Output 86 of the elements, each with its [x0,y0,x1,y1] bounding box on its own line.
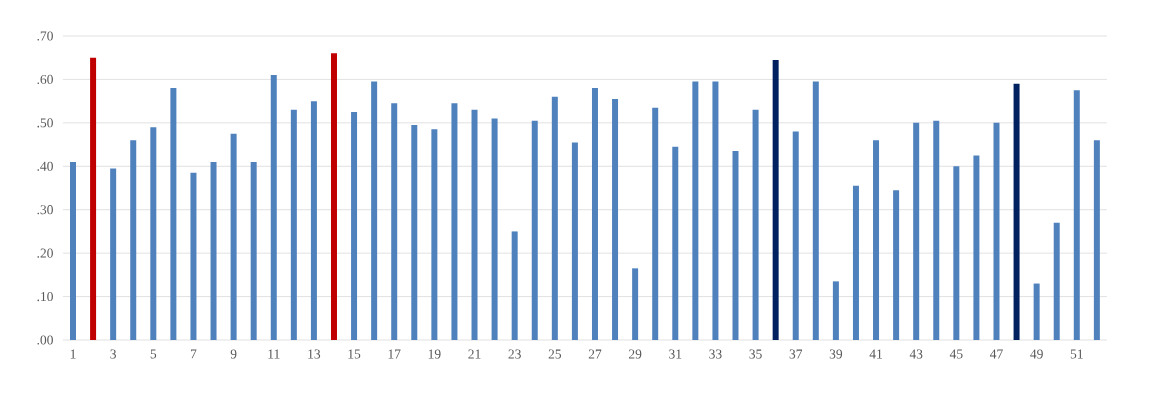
x-tick-label: 21 [468,349,481,359]
bar [250,161,257,340]
bar [591,88,598,340]
bar [913,122,920,340]
bar [330,53,337,340]
bar [752,109,759,340]
bar [612,98,619,340]
x-tick-label: 47 [990,349,1003,359]
bar [692,81,699,340]
x-tick-label: 51 [1070,349,1083,359]
x-tick-label: 15 [348,349,361,359]
bar [1033,283,1040,340]
x-tick-label: 7 [190,349,197,359]
x-tick-label: 9 [230,349,237,359]
bar [772,59,779,340]
x-tick-label: 41 [869,349,882,359]
bar [150,127,157,340]
bar [491,118,498,340]
y-tick-label: .30 [37,205,53,215]
x-tick-label: 23 [508,349,521,359]
x-tick-label: 11 [268,349,280,359]
bar [471,109,478,340]
bar [511,231,518,340]
x-tick-label: 37 [789,349,803,359]
x-tick-label: 1 [70,349,76,359]
x-tick-label: 3 [110,349,116,359]
bar [90,57,97,340]
bar [210,161,217,340]
x-tick-label: 31 [669,349,682,359]
x-tick-label: 17 [388,349,401,359]
x-tick-label: 39 [829,349,843,359]
y-tick-label: .70 [37,31,53,41]
bar [1053,222,1060,340]
bar [411,125,418,340]
x-tick-label: 27 [588,349,602,359]
y-tick-label: .40 [37,161,53,171]
bar [832,281,839,340]
bar [712,81,719,340]
y-tick-label: .00 [37,335,53,345]
bar [732,151,739,340]
bar [852,185,859,340]
x-tick-label: 29 [628,349,642,359]
bar [230,133,237,340]
y-tick-label: .60 [37,74,53,85]
y-tick-label: .20 [37,248,53,258]
x-tick-label: 35 [749,349,762,359]
bar [571,142,578,340]
x-tick-label: 5 [150,349,157,359]
x-tick-label: 49 [1030,349,1043,359]
bar [933,120,940,340]
bar [351,112,358,340]
bar [110,168,117,340]
x-tick-label: 33 [709,349,722,359]
x-tick-label: 25 [548,349,562,359]
bar [1073,90,1080,340]
x-tick-label: 45 [949,349,963,359]
bar [70,161,77,340]
bar [873,140,880,340]
bar [531,120,538,340]
bar [672,146,679,340]
bar [130,140,137,340]
bar [1013,83,1020,340]
x-tick-label: 43 [909,349,923,359]
bar [812,81,819,340]
x-tick-label: 19 [428,349,441,359]
bar [1093,140,1100,340]
bar [652,107,659,340]
bar [973,155,980,340]
bar [290,109,297,340]
bar [431,129,438,340]
bar [632,268,639,340]
bar [190,172,197,340]
bar [993,122,1000,340]
bar [792,131,799,340]
bar [270,75,277,340]
bar [371,81,378,340]
bar [893,190,900,340]
x-tick-label: 13 [308,349,321,359]
bar [551,96,558,340]
bar [391,103,398,340]
bar [170,88,177,340]
y-tick-label: .50 [37,118,53,128]
bar [953,166,960,340]
y-tick-label: .10 [37,291,53,302]
bar [451,103,458,340]
bar [310,101,317,340]
